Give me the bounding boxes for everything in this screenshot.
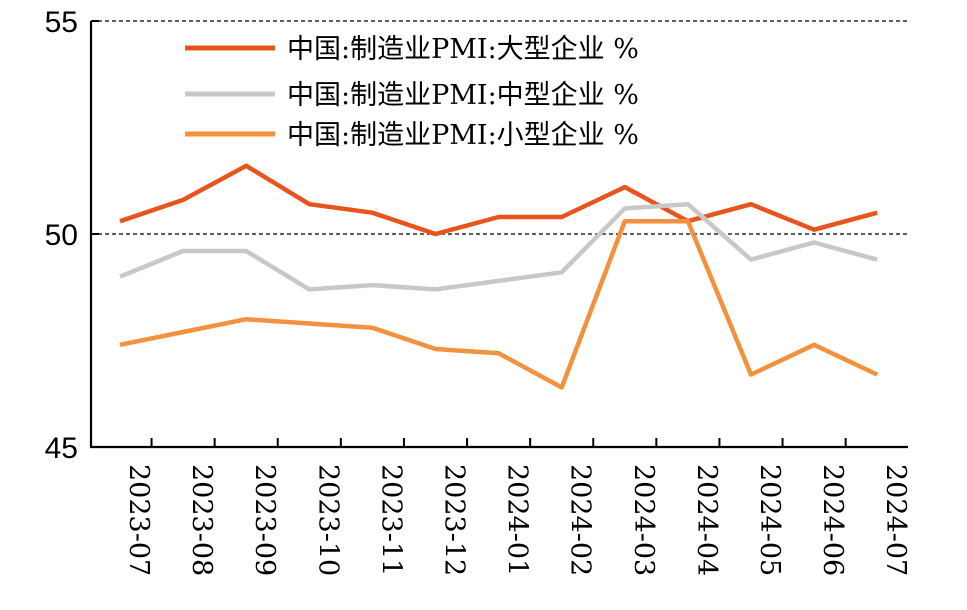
- x-tick-label: 2023-12: [439, 464, 470, 576]
- x-tick-label: 2024-03: [628, 464, 659, 576]
- x-tick-label: 2024-04: [691, 464, 722, 576]
- x-ticks: 2023-07 2023-08 2023-09 2023-10 2023-11 2023-…: [123, 438, 911, 576]
- series-line-3: [119, 218, 879, 390]
- y-tick-label: 45: [45, 432, 78, 465]
- legend-label-2: 中国:制造业PMI:中型企业 %: [287, 80, 639, 111]
- x-tick-label: 2024-01: [502, 464, 533, 576]
- x-tick-label: 2024-06: [817, 464, 848, 576]
- x-tick-label: 2023-08: [186, 464, 217, 576]
- y-ticks: 45 50 55: [45, 6, 99, 465]
- series-line-2: [119, 201, 878, 292]
- x-tick-label: 2023-09: [249, 464, 280, 576]
- reference-lines: [91, 20, 908, 235]
- x-tick-label: 2023-07: [123, 464, 154, 576]
- legend-label-3: 中国:制造业PMI:小型企业 %: [287, 120, 639, 151]
- series-line-1: [119, 163, 878, 237]
- x-tick-label: 2023-11: [375, 464, 406, 576]
- x-tick-label: 2024-02: [565, 464, 596, 576]
- x-tick-label: 2024-05: [754, 464, 785, 576]
- x-tick-label: 2023-10: [312, 464, 343, 576]
- x-tick-label: 2024-07: [880, 464, 911, 576]
- y-tick-label: 50: [45, 219, 78, 252]
- series-lines: [119, 163, 879, 390]
- y-tick-label: 55: [45, 6, 78, 39]
- legend-label-1: 中国:制造业PMI:大型企业 %: [287, 34, 639, 65]
- legend: 中国:制造业PMI:大型企业 % 中国:制造业PMI:中型企业 % 中国:制造业PM…: [185, 34, 639, 151]
